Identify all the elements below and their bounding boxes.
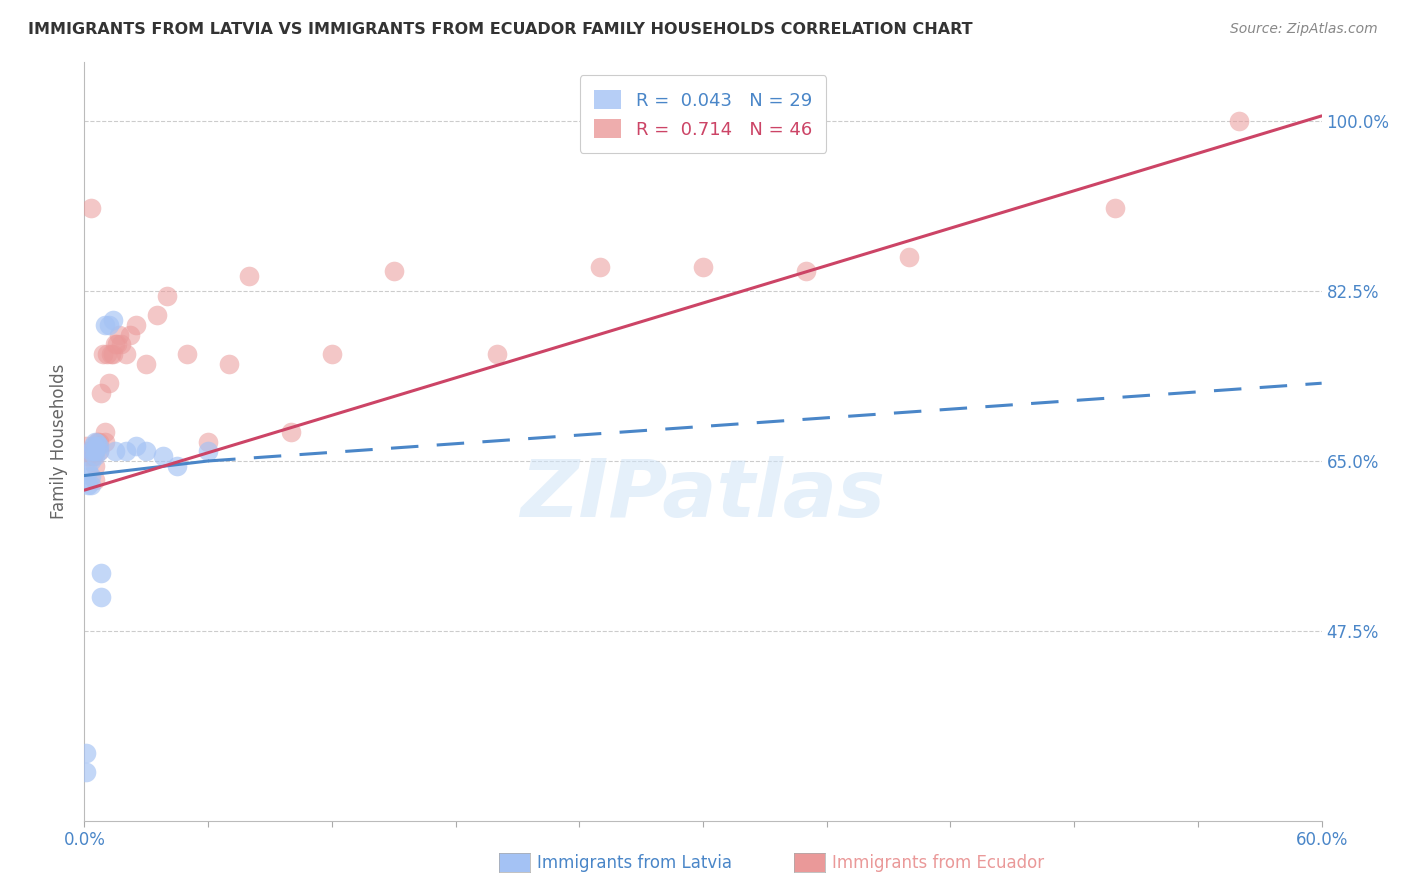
Point bbox=[82, 444, 104, 458]
Point bbox=[1104, 201, 1126, 215]
Point bbox=[79, 468, 101, 483]
Point bbox=[105, 337, 128, 351]
Point bbox=[79, 454, 101, 468]
Text: ZIPatlas: ZIPatlas bbox=[520, 456, 886, 533]
Point bbox=[82, 449, 104, 463]
Point bbox=[87, 439, 110, 453]
Point bbox=[110, 337, 132, 351]
Point bbox=[238, 269, 260, 284]
Point bbox=[103, 347, 125, 361]
Point bbox=[156, 289, 179, 303]
Text: Source: ZipAtlas.com: Source: ZipAtlas.com bbox=[1230, 22, 1378, 37]
Point bbox=[135, 357, 157, 371]
Point bbox=[77, 464, 100, 478]
Point bbox=[103, 313, 125, 327]
Point bbox=[118, 327, 141, 342]
Point bbox=[197, 444, 219, 458]
Point bbox=[91, 347, 114, 361]
Point bbox=[86, 439, 108, 453]
Point bbox=[79, 478, 101, 492]
Point bbox=[485, 347, 508, 361]
Point bbox=[98, 318, 121, 332]
Point bbox=[86, 434, 108, 449]
Point bbox=[152, 449, 174, 463]
Point bbox=[83, 474, 105, 488]
Point bbox=[96, 347, 118, 361]
Point bbox=[75, 439, 97, 453]
Point bbox=[83, 444, 105, 458]
Point bbox=[87, 434, 110, 449]
Point bbox=[135, 444, 157, 458]
Point bbox=[90, 590, 112, 604]
Point bbox=[176, 347, 198, 361]
Point bbox=[77, 444, 100, 458]
Legend: R =  0.043   N = 29, R =  0.714   N = 46: R = 0.043 N = 29, R = 0.714 N = 46 bbox=[579, 75, 827, 153]
Y-axis label: Family Households: Family Households bbox=[51, 364, 69, 519]
Point bbox=[90, 386, 112, 401]
Point bbox=[75, 765, 97, 780]
Text: IMMIGRANTS FROM LATVIA VS IMMIGRANTS FROM ECUADOR FAMILY HOUSEHOLDS CORRELATION : IMMIGRANTS FROM LATVIA VS IMMIGRANTS FRO… bbox=[28, 22, 973, 37]
Point bbox=[114, 444, 136, 458]
Point bbox=[77, 478, 100, 492]
Point bbox=[125, 439, 148, 453]
Point bbox=[79, 444, 101, 458]
Point bbox=[692, 260, 714, 274]
Point bbox=[145, 308, 167, 322]
Point bbox=[82, 439, 104, 453]
Point bbox=[218, 357, 240, 371]
Point bbox=[86, 439, 108, 453]
Point bbox=[108, 327, 131, 342]
Point bbox=[83, 449, 105, 463]
Point bbox=[104, 444, 127, 458]
Point bbox=[94, 318, 117, 332]
Point bbox=[94, 434, 117, 449]
Point bbox=[79, 444, 101, 458]
Point bbox=[94, 425, 117, 439]
Point bbox=[589, 260, 612, 274]
Point bbox=[321, 347, 343, 361]
Text: Immigrants from Ecuador: Immigrants from Ecuador bbox=[832, 854, 1045, 871]
Point bbox=[197, 434, 219, 449]
Point bbox=[898, 250, 921, 264]
Point bbox=[100, 347, 122, 361]
Point bbox=[382, 264, 405, 278]
Point bbox=[98, 376, 121, 391]
Point bbox=[794, 264, 817, 278]
Point bbox=[86, 436, 108, 450]
Point bbox=[1227, 113, 1250, 128]
Point bbox=[280, 425, 302, 439]
Point bbox=[166, 458, 188, 473]
Point bbox=[75, 746, 97, 760]
Point bbox=[104, 337, 127, 351]
Point bbox=[83, 458, 105, 473]
Point bbox=[87, 444, 110, 458]
Point bbox=[82, 444, 104, 458]
Point bbox=[87, 444, 110, 458]
Point bbox=[83, 444, 105, 458]
Point bbox=[77, 449, 100, 463]
Text: Immigrants from Latvia: Immigrants from Latvia bbox=[537, 854, 733, 871]
Point bbox=[125, 318, 148, 332]
Point bbox=[114, 347, 136, 361]
Point bbox=[83, 434, 105, 449]
Point bbox=[79, 201, 101, 215]
Point bbox=[90, 566, 112, 580]
